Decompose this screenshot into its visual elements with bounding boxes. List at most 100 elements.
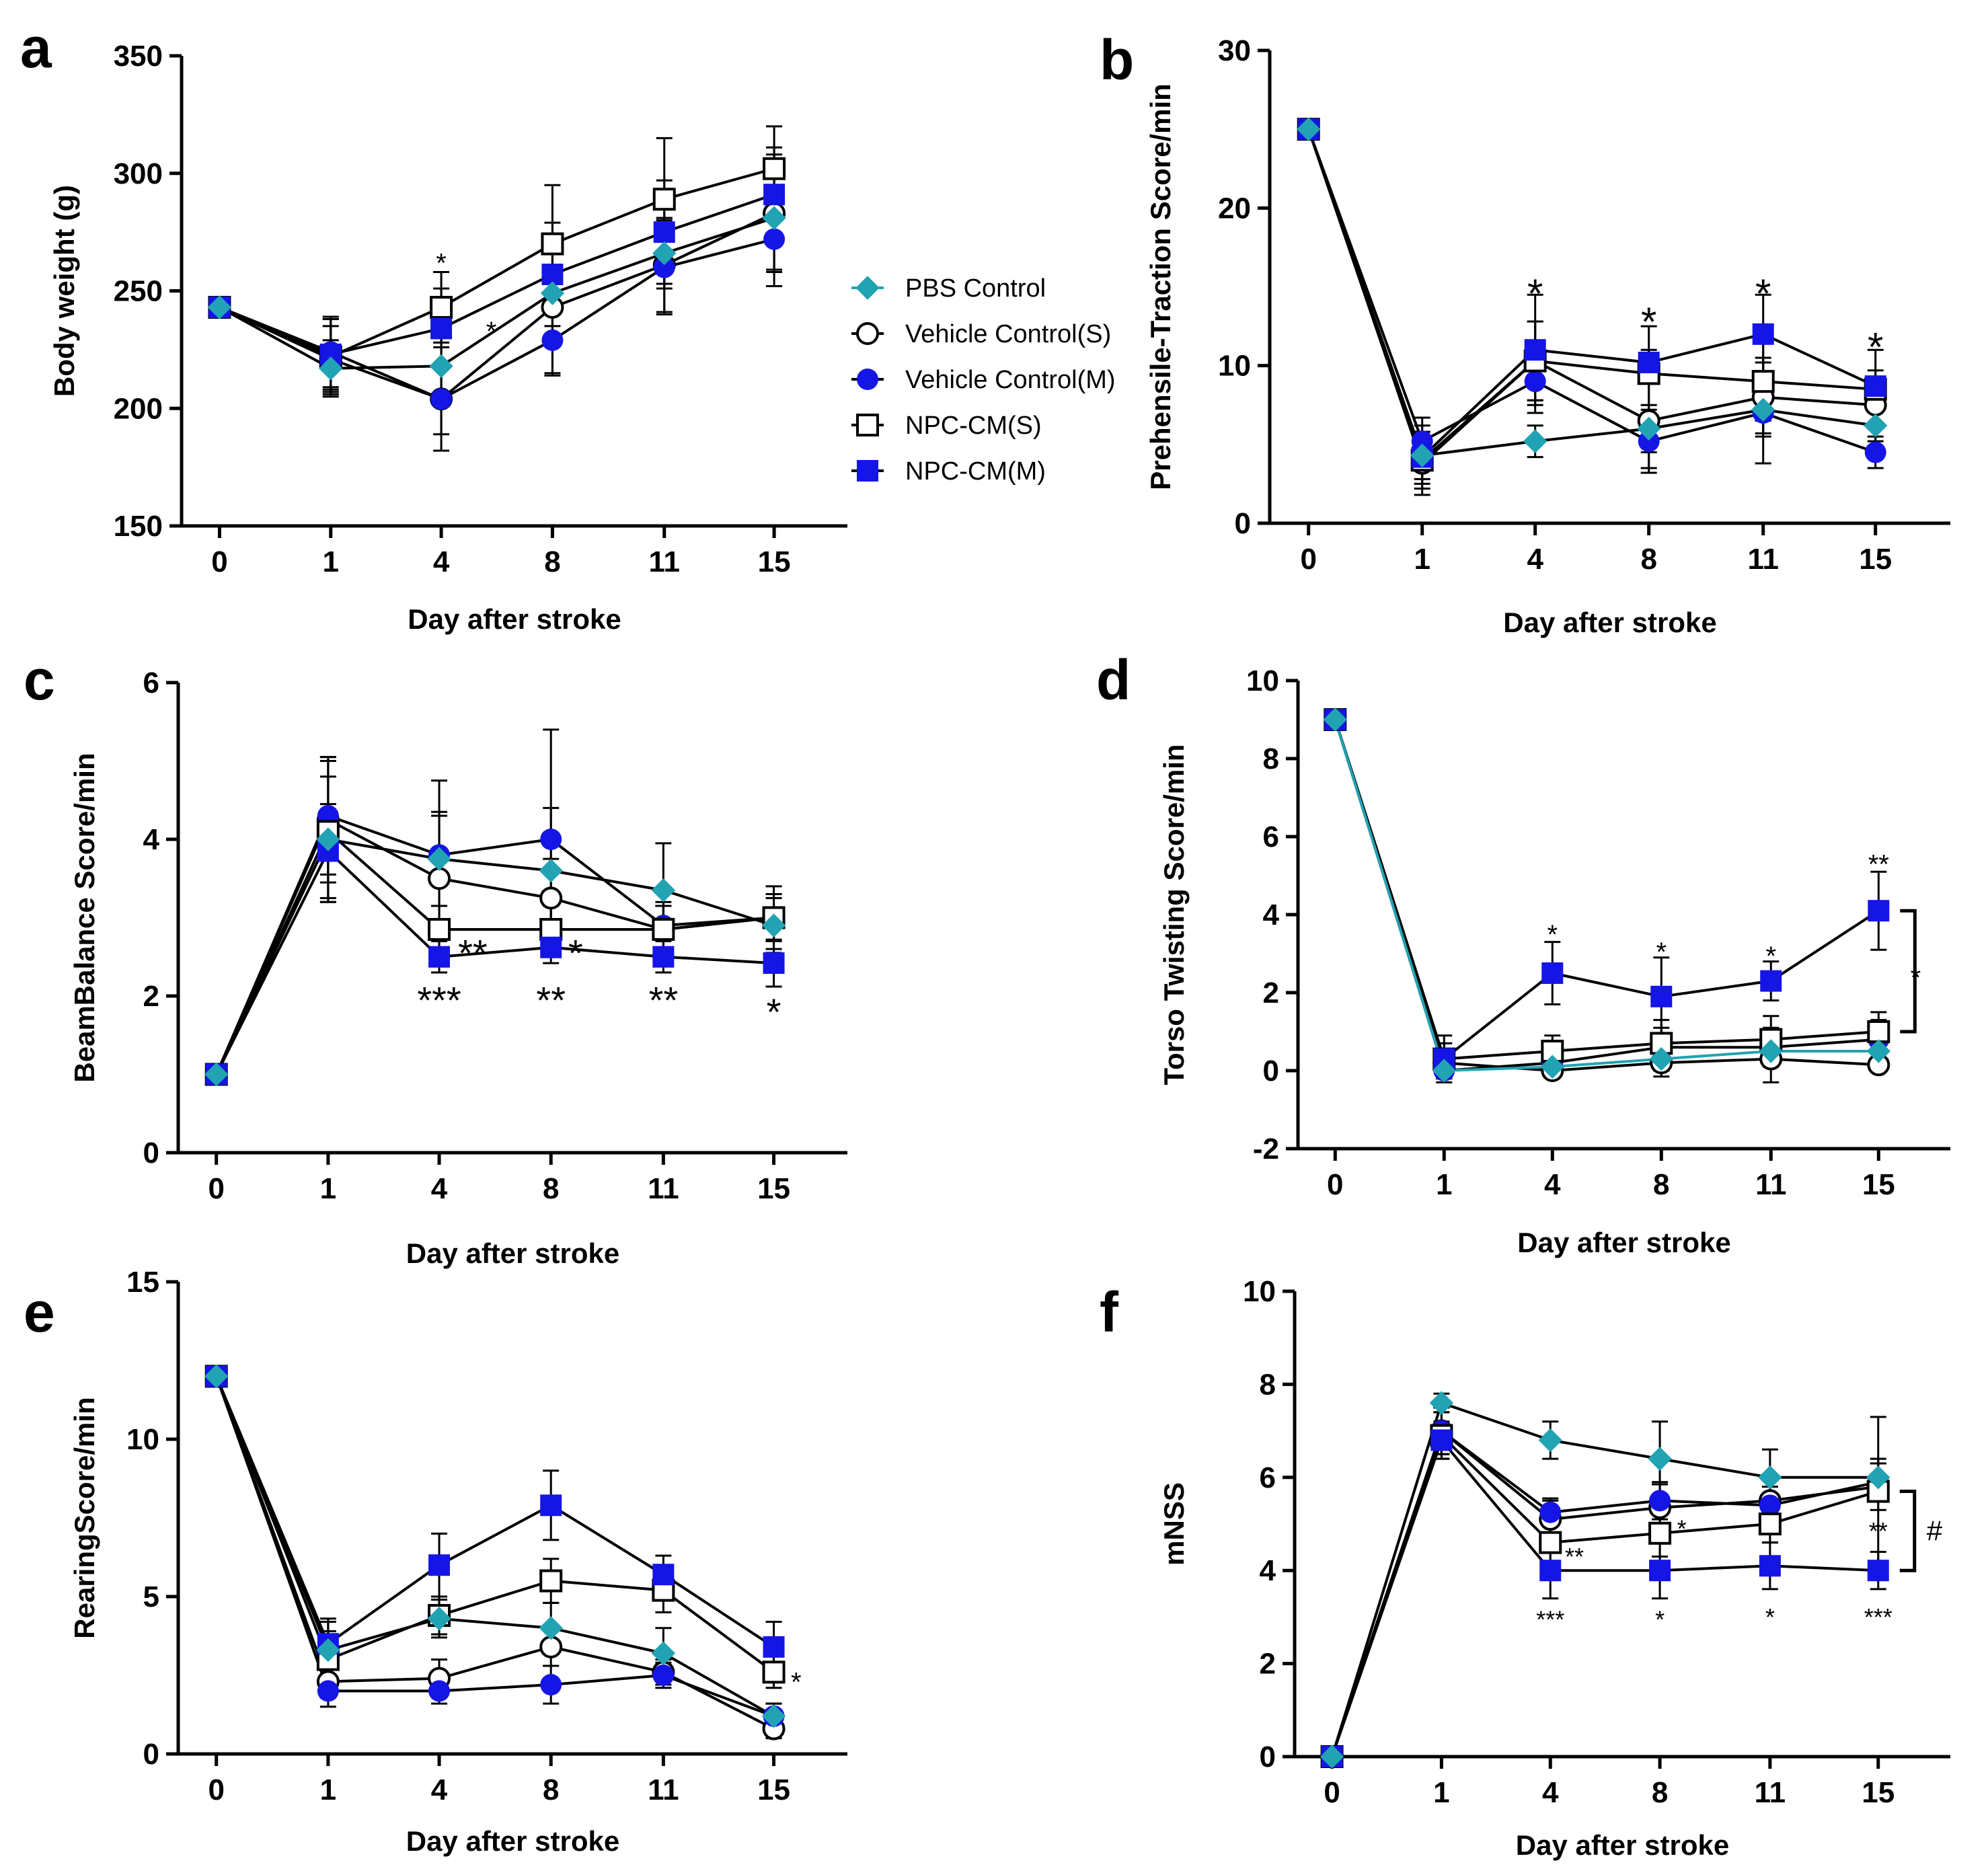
- significance-marker: *: [791, 1667, 802, 1697]
- significance-bracket: [1899, 1490, 1917, 1572]
- data-point-pbs: [651, 1641, 676, 1665]
- data-point-npcm: [763, 1636, 785, 1658]
- panel-label: c: [24, 648, 55, 712]
- x-tick-label: 15: [757, 1773, 790, 1806]
- data-point-pbs: [1758, 1465, 1782, 1490]
- x-tick-label: 1: [323, 545, 339, 578]
- legend-item-vcm: Vehicle Control(M): [851, 366, 1116, 394]
- series-markers-pbs: [204, 1364, 786, 1728]
- series-line-vcm: [215, 1375, 775, 1718]
- legend-item-pbs: PBS Control: [851, 274, 1046, 303]
- panel-b: b 0 10 20 30 0 1 4 8 11 15 Day after stroke Prehensi…: [1100, 28, 1950, 638]
- y-tick-label: 250: [114, 275, 163, 308]
- y-tick-label: 4: [1260, 1554, 1276, 1587]
- data-point-vcm: [763, 228, 786, 250]
- y-tick-label: 0: [1263, 1055, 1279, 1087]
- legend: PBS Control Vehicle Control(S) Vehicle Con…: [851, 274, 1116, 486]
- data-point-vcm: [430, 388, 453, 410]
- significance-marker: *: [1655, 1605, 1665, 1633]
- data-point-pbs: [204, 1364, 229, 1389]
- series-markers-pbs: [207, 206, 786, 381]
- data-point-vcm: [540, 829, 562, 850]
- data-point-vcm: [1864, 441, 1886, 463]
- panel-label: d: [1096, 648, 1131, 712]
- legend-item-npcm: NPC-CM(M): [851, 457, 1046, 486]
- x-tick-label: 1: [1433, 1776, 1449, 1809]
- data-point-npcs: [541, 232, 564, 256]
- x-tick-label: 0: [1300, 543, 1316, 576]
- series-line-npcm: [215, 1375, 775, 1648]
- data-point-npcm: [652, 946, 675, 968]
- series-line-npcm: [1330, 1439, 1878, 1757]
- data-point-npcm: [428, 946, 451, 968]
- x-tick-label: 4: [433, 545, 450, 578]
- panel-label: a: [20, 16, 52, 79]
- data-point-npcm: [1868, 900, 1890, 922]
- data-point-pbs: [1866, 1465, 1890, 1490]
- data-point-vcm: [540, 1674, 562, 1696]
- y-tick-label: -2: [1253, 1133, 1279, 1165]
- panel-label: f: [1100, 1280, 1119, 1344]
- significance-marker: *: [1755, 271, 1771, 316]
- panel-label: b: [1100, 28, 1134, 91]
- data-point-pbs: [1863, 414, 1888, 438]
- y-tick-label: 0: [143, 1738, 159, 1771]
- x-tick-label: 11: [648, 545, 680, 578]
- x-tick-label: 11: [1755, 1168, 1787, 1201]
- y-axis-label: Body weight (g): [48, 185, 80, 397]
- data-point-npcs: [539, 1569, 563, 1593]
- data-point-pbs: [1320, 1745, 1344, 1769]
- data-point-pbs: [651, 878, 676, 903]
- data-point-vcm: [541, 329, 564, 351]
- x-tick-label: 4: [431, 1773, 448, 1806]
- x-tick-label: 15: [757, 1172, 790, 1205]
- data-point-pbs: [1323, 707, 1347, 732]
- y-tick-label: 200: [114, 392, 163, 425]
- x-axis-label: Day after stroke: [1503, 607, 1716, 638]
- data-point-npcs: [652, 917, 675, 941]
- data-point-pbs: [1648, 1447, 1672, 1471]
- data-point-vcm: [1759, 1494, 1781, 1517]
- data-point-pbs: [761, 913, 786, 938]
- series-markers-pbs: [1323, 707, 1891, 1083]
- y-tick-label: 20: [1218, 192, 1251, 225]
- data-point-pbs: [1429, 1391, 1454, 1415]
- legend-marker-npcm: [857, 460, 878, 482]
- data-point-vcm: [1524, 371, 1546, 393]
- data-point-npcm: [540, 1494, 562, 1517]
- data-point-npcm: [763, 952, 785, 974]
- significance-marker: *: [568, 932, 583, 974]
- data-point-pbs: [1296, 117, 1321, 141]
- x-tick-label: 1: [320, 1773, 336, 1806]
- data-point-npcm: [1638, 351, 1660, 373]
- x-tick-label: 8: [1652, 1776, 1668, 1809]
- data-point-npcm: [1524, 339, 1546, 361]
- legend-label: Vehicle Control(S): [905, 320, 1111, 348]
- data-point-npcm: [540, 936, 562, 958]
- legend-marker-npcs: [856, 414, 879, 436]
- y-tick-label: 4: [143, 823, 160, 856]
- series-line-pbs: [1334, 719, 1879, 1072]
- x-axis-label: Day after stroke: [406, 1237, 619, 1269]
- data-point-pbs: [762, 206, 786, 230]
- series-line-npcm: [219, 193, 775, 356]
- y-tick-label: 30: [1218, 34, 1251, 67]
- x-tick-label: 8: [543, 1773, 559, 1806]
- series-line-pbs: [1330, 1402, 1878, 1757]
- data-point-pbs: [427, 847, 451, 871]
- data-point-npcs: [428, 917, 451, 941]
- x-tick-label: 8: [544, 545, 560, 578]
- data-point-vcs: [428, 867, 451, 890]
- bracket-label: #: [1927, 1515, 1943, 1546]
- data-point-pbs: [316, 827, 340, 851]
- legend-marker-vcs: [856, 322, 879, 345]
- data-point-npcs: [652, 188, 676, 211]
- significance-marker: *: [1547, 920, 1558, 950]
- x-tick-label: 11: [648, 1172, 679, 1205]
- data-point-pbs: [761, 1704, 786, 1728]
- series-line-npcs: [215, 1375, 775, 1673]
- data-point-pbs: [316, 1638, 340, 1662]
- significance-marker: **: [536, 979, 566, 1021]
